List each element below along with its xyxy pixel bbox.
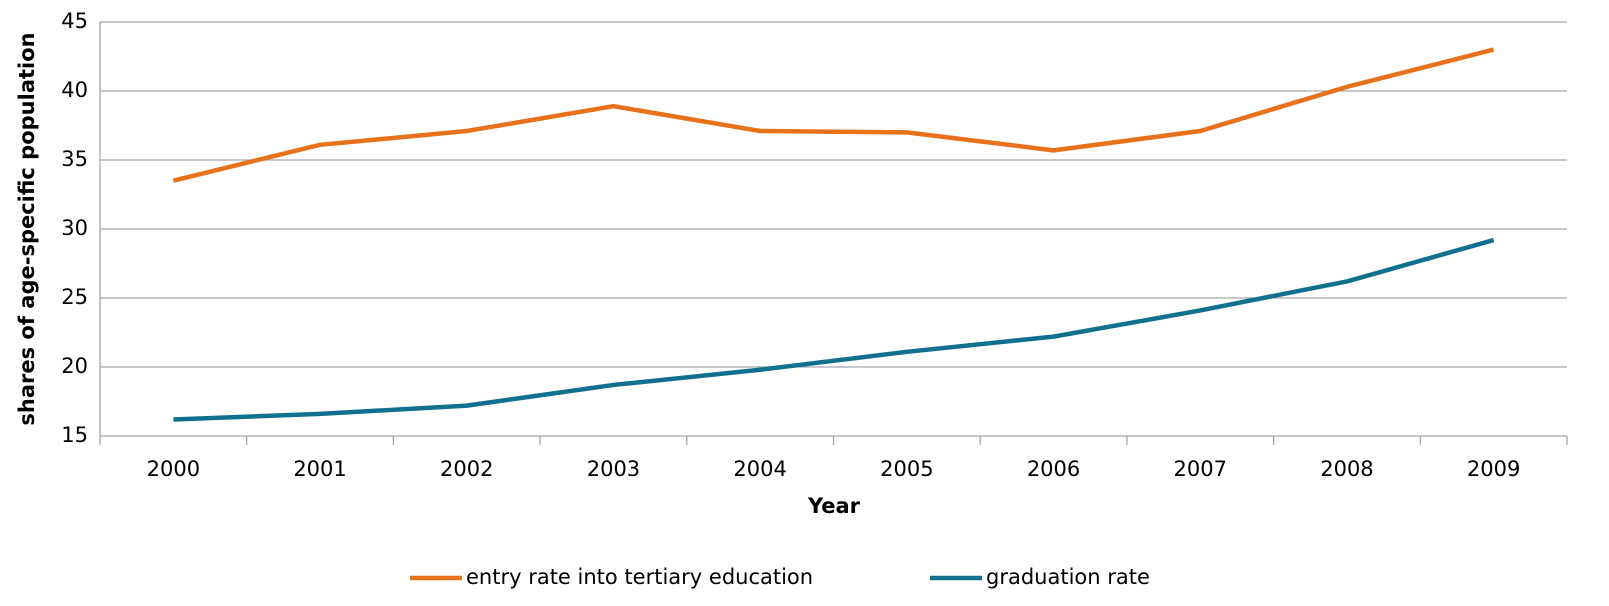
y-axis-label: shares of age-specific population bbox=[15, 32, 39, 425]
x-tick-label: 2000 bbox=[147, 457, 200, 481]
x-tick-label: 2008 bbox=[1320, 457, 1373, 481]
x-tick-label: 2007 bbox=[1174, 457, 1227, 481]
x-tick-label: 2004 bbox=[733, 457, 786, 481]
y-tick-label: 25 bbox=[61, 285, 88, 309]
data-line bbox=[173, 237, 1495, 422]
x-tick-label: 2006 bbox=[1027, 457, 1080, 481]
data-line bbox=[172, 47, 1495, 183]
legend-label: entry rate into tertiary education bbox=[466, 565, 813, 589]
legend-label: graduation rate bbox=[986, 565, 1150, 589]
x-tick-label: 2002 bbox=[440, 457, 493, 481]
y-tick-label: 15 bbox=[61, 423, 88, 447]
y-tick-label: 20 bbox=[61, 354, 88, 378]
x-tick-label: 2005 bbox=[880, 457, 933, 481]
y-tick-label: 35 bbox=[61, 147, 88, 171]
x-tick-label: 2001 bbox=[293, 457, 346, 481]
x-axis-label: Year bbox=[807, 494, 861, 518]
x-tick-label: 2009 bbox=[1467, 457, 1520, 481]
y-tick-label: 30 bbox=[61, 216, 88, 240]
x-tick-label: 2003 bbox=[587, 457, 640, 481]
y-tick-label: 40 bbox=[61, 78, 88, 102]
y-tick-label: 45 bbox=[61, 9, 88, 33]
